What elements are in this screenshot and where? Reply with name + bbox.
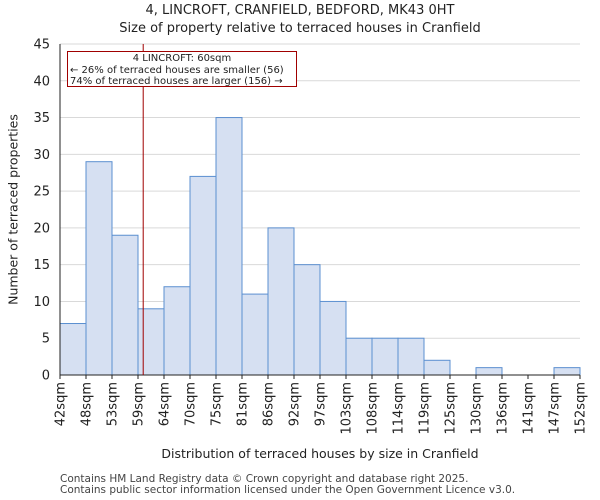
y-axis-label: Number of terraced properties xyxy=(6,114,21,305)
x-tick-label: 70sqm xyxy=(184,382,199,426)
x-tick-label: 103sqm xyxy=(340,382,355,435)
annotation-smaller: ← 26% of terraced houses are smaller (56… xyxy=(70,64,284,76)
x-tick-label: 136sqm xyxy=(496,382,511,435)
x-tick-label: 147sqm xyxy=(548,382,563,435)
x-tick-label: 53sqm xyxy=(106,382,121,426)
y-tick-label: 45 xyxy=(33,38,50,53)
y-tick-label: 0 xyxy=(42,369,50,384)
histogram-bar xyxy=(189,175,217,376)
x-tick-label: 97sqm xyxy=(314,382,329,426)
histogram-bar xyxy=(423,359,451,376)
x-tick-label: 48sqm xyxy=(80,382,95,426)
x-tick-label: 75sqm xyxy=(210,382,225,426)
histogram-bar xyxy=(111,234,139,376)
histogram-bar xyxy=(397,337,425,376)
histogram-chart: 0 5 10 15 20 25 30 35 40 45 42sqm 48sqm 53sqm 59sqm 6… xyxy=(6,38,589,462)
x-tick-label: 81sqm xyxy=(236,382,251,426)
annotation-box: 4 LINCROFT: 60sqm ← 26% of terraced hous… xyxy=(67,51,297,87)
x-tick-label: 152sqm xyxy=(574,382,589,435)
histogram-bar xyxy=(371,337,399,376)
histogram-bar xyxy=(345,337,373,376)
histogram-bar xyxy=(137,308,165,376)
histogram-bar xyxy=(553,367,581,376)
y-tick-label: 35 xyxy=(33,111,50,126)
y-tick-label: 40 xyxy=(33,74,50,89)
y-tick-label: 25 xyxy=(33,185,50,200)
histogram-bar xyxy=(267,227,295,376)
footer-line-2: Contains public sector information licen… xyxy=(60,484,516,496)
x-tick-label: 119sqm xyxy=(418,382,433,435)
histogram-bar xyxy=(241,293,269,376)
chart-title: 4, LINCROFT, CRANFIELD, BEDFORD, MK43 0H… xyxy=(145,3,455,18)
x-tick-label: 108sqm xyxy=(366,382,381,435)
annotation-larger: 74% of terraced houses are larger (156) … xyxy=(70,76,283,87)
chart-subtitle: Size of property relative to terraced ho… xyxy=(119,21,481,36)
x-tick-label: 42sqm xyxy=(54,382,69,426)
y-tick-label: 5 xyxy=(42,332,50,347)
histogram-bar xyxy=(319,300,347,376)
y-tick-label: 30 xyxy=(33,148,50,163)
histogram-bar xyxy=(59,323,87,376)
histogram-bar xyxy=(85,161,113,376)
annotation-title: 4 LINCROFT: 60sqm xyxy=(132,53,232,64)
histogram-bar xyxy=(163,286,191,376)
y-tick-label: 10 xyxy=(33,295,50,310)
x-tick-label: 64sqm xyxy=(158,382,173,426)
footer-line-1: Contains HM Land Registry data © Crown c… xyxy=(60,473,469,485)
x-tick-label: 59sqm xyxy=(132,382,147,426)
histogram-bar xyxy=(293,264,321,376)
histogram-bar xyxy=(475,367,503,376)
x-tick-label: 114sqm xyxy=(392,382,407,435)
y-tick-label: 20 xyxy=(33,221,50,236)
x-tick-label: 86sqm xyxy=(262,382,277,426)
x-tick-label: 92sqm xyxy=(288,382,303,426)
x-axis-label: Distribution of terraced houses by size … xyxy=(161,446,478,461)
histogram-bar xyxy=(215,117,243,376)
x-tick-label: 130sqm xyxy=(470,382,485,435)
x-tick-label: 141sqm xyxy=(522,382,537,435)
y-tick-label: 15 xyxy=(33,258,50,273)
x-tick-label: 125sqm xyxy=(444,382,459,435)
